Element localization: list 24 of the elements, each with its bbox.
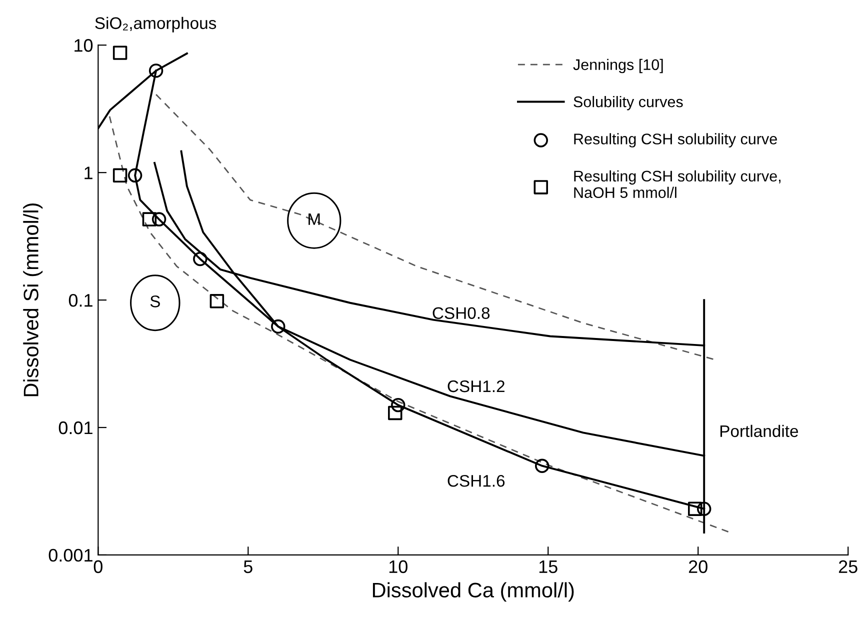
x-tick-label: 0 bbox=[94, 560, 102, 574]
legend-label: Resulting CSH solubility curve bbox=[574, 133, 777, 148]
legend-label: Resulting CSH solubility curve, NaOH 5 mmol/l bbox=[574, 170, 780, 198]
x-tick-label: 10 bbox=[389, 560, 408, 574]
y-axis-title: Dissolved Si (mmol/l) bbox=[23, 204, 43, 396]
legend-label: Solubility curves bbox=[574, 96, 683, 110]
y-tick-label: 1 bbox=[84, 166, 92, 180]
x-axis-title: Dissolved Ca (mmol/l) bbox=[372, 582, 574, 602]
annotation: Portlandite bbox=[720, 424, 798, 438]
annotation: M bbox=[308, 213, 320, 225]
annotation: CSH1.2 bbox=[448, 380, 504, 392]
legend-label: Jennings [10] bbox=[573, 58, 663, 74]
y-tick-label: 10 bbox=[74, 39, 93, 52]
annotation: CSH1.6 bbox=[448, 474, 505, 487]
x-tick-label: 20 bbox=[688, 560, 708, 574]
y-tick-label: 0.001 bbox=[48, 548, 92, 562]
y-tick-label: 0.01 bbox=[58, 421, 92, 434]
x-tick-label: 25 bbox=[838, 560, 858, 574]
annotation: S bbox=[150, 296, 160, 308]
x-tick-label: 5 bbox=[244, 560, 252, 574]
y-tick-label: 0.1 bbox=[68, 294, 92, 307]
annotation: CSH0.8 bbox=[432, 307, 490, 319]
text: SiO₂,amorphous bbox=[95, 16, 216, 32]
x-tick-label: 15 bbox=[539, 560, 558, 574]
